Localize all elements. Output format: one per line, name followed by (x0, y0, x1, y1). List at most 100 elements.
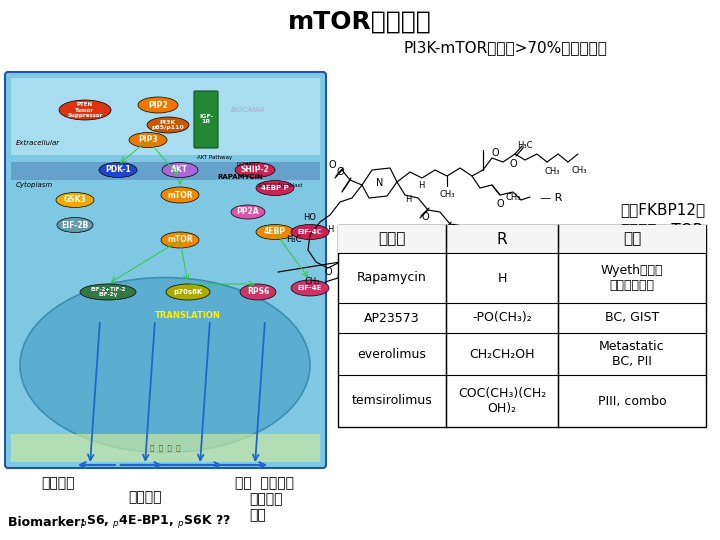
Text: AP23573: AP23573 (364, 312, 420, 325)
Text: everolimus: everolimus (358, 348, 426, 361)
Bar (338, 225, 706, 253)
Text: 药物名: 药物名 (378, 232, 405, 246)
Text: HO: HO (303, 213, 316, 222)
Ellipse shape (80, 284, 136, 300)
Text: O: O (336, 167, 344, 177)
Text: mTOR酶抑制剂: mTOR酶抑制剂 (288, 10, 432, 34)
Text: H₃C: H₃C (517, 141, 533, 151)
Text: O: O (421, 212, 429, 222)
Text: PI3K-mTOR通路在>70%肿瘤中异常: PI3K-mTOR通路在>70%肿瘤中异常 (403, 40, 607, 56)
Ellipse shape (166, 284, 210, 300)
Text: 结合FKBP12蛋: 结合FKBP12蛋 (620, 202, 705, 218)
Text: O: O (344, 287, 352, 297)
Text: O: O (324, 267, 332, 277)
Text: — R: — R (540, 193, 562, 203)
Text: IGF-
1R: IGF- 1R (199, 113, 213, 124)
Text: BC, GIST: BC, GIST (605, 312, 659, 325)
Text: H: H (405, 195, 411, 205)
Text: N: N (377, 178, 384, 188)
Text: p70s6K: p70s6K (174, 289, 202, 295)
Ellipse shape (161, 232, 199, 248)
Text: Wyeth抗排异
药，抗癌终止: Wyeth抗排异 药，抗癌终止 (600, 264, 663, 292)
Text: PIP3: PIP3 (138, 136, 158, 145)
Text: EIF-4E: EIF-4E (298, 285, 322, 291)
Text: mTOR: mTOR (167, 235, 193, 245)
Text: H₃C: H₃C (287, 235, 302, 245)
Ellipse shape (20, 278, 310, 453)
Text: AKT Pathway: AKT Pathway (197, 154, 233, 159)
Text: 产生: 产生 (249, 508, 266, 522)
Bar (338, 225, 706, 427)
Text: $_p$S6, $_p$4E-BP1, $_p$S6K ??: $_p$S6, $_p$4E-BP1, $_p$S6K ?? (80, 514, 231, 530)
Text: O: O (496, 199, 504, 209)
Ellipse shape (256, 225, 294, 240)
Text: Cytoplasm: Cytoplasm (16, 182, 53, 188)
Text: H₃C: H₃C (448, 233, 463, 242)
Text: COC(CH₃)(CH₂
OH)₂: COC(CH₃)(CH₂ OH)₂ (458, 387, 546, 415)
Text: H: H (327, 226, 333, 234)
Text: CH₃: CH₃ (572, 166, 588, 175)
Text: TRANSLATION: TRANSLATION (155, 310, 221, 320)
Ellipse shape (147, 117, 189, 133)
Text: PIP2: PIP2 (148, 100, 168, 110)
Text: 基因转录: 基因转录 (41, 476, 75, 490)
Text: 白，抑制mTOR: 白，抑制mTOR (620, 222, 703, 238)
Text: Rapamycin: Rapamycin (357, 272, 427, 285)
Text: 4EBP P: 4EBP P (261, 185, 289, 191)
Text: CH₃: CH₃ (505, 193, 521, 202)
Text: CH₂CH₂OH: CH₂CH₂OH (469, 348, 535, 361)
Text: 增殖  血管内皮: 增殖 血管内皮 (235, 476, 294, 490)
Text: PIII, combo: PIII, combo (598, 395, 666, 408)
Text: AKT: AKT (171, 165, 189, 174)
Text: 简述: 简述 (623, 232, 641, 246)
Text: CH₃: CH₃ (413, 345, 428, 354)
Text: O: O (328, 160, 336, 170)
Ellipse shape (291, 280, 329, 296)
Text: CH₃: CH₃ (305, 278, 320, 287)
Text: temsirolimus: temsirolimus (351, 395, 433, 408)
Ellipse shape (161, 187, 199, 203)
Ellipse shape (138, 97, 178, 113)
Ellipse shape (235, 163, 275, 178)
FancyBboxPatch shape (194, 91, 218, 148)
Text: PI3K
p85/p110: PI3K p85/p110 (152, 119, 184, 130)
Text: EIF-2B: EIF-2B (61, 220, 89, 230)
Ellipse shape (57, 218, 93, 233)
Text: PTEN
Tumor
Suppressor: PTEN Tumor Suppressor (67, 102, 103, 118)
Text: EIF-2+TIF-2
EIF-2γ: EIF-2+TIF-2 EIF-2γ (90, 287, 126, 298)
Text: EIF-4C: EIF-4C (297, 229, 323, 235)
Text: GSK3: GSK3 (63, 195, 86, 205)
Text: LY29402: LY29402 (236, 163, 259, 167)
Text: S2C12 Myoblast: S2C12 Myoblast (258, 183, 302, 187)
Text: Biomarker:: Biomarker: (8, 516, 89, 529)
Text: H: H (498, 272, 507, 285)
Text: R: R (497, 232, 508, 246)
Text: mTOR: mTOR (167, 191, 193, 199)
Text: O: O (441, 227, 449, 237)
Text: CH₃: CH₃ (544, 167, 559, 176)
Text: H: H (418, 180, 424, 190)
Ellipse shape (291, 225, 329, 240)
FancyBboxPatch shape (5, 72, 326, 468)
Text: OH: OH (533, 267, 546, 276)
Ellipse shape (231, 205, 265, 219)
Text: H₃C: H₃C (497, 260, 513, 269)
Ellipse shape (162, 163, 198, 178)
Text: CH₃: CH₃ (353, 273, 369, 282)
Text: O: O (510, 159, 518, 169)
Text: 百  里  搂  匮: 百 里 搂 匮 (150, 445, 180, 451)
Text: PP2A: PP2A (237, 207, 259, 217)
Ellipse shape (99, 163, 137, 178)
Ellipse shape (59, 100, 111, 120)
Ellipse shape (56, 192, 94, 207)
Text: 4EBP: 4EBP (264, 227, 286, 237)
Text: PDK-1: PDK-1 (105, 165, 131, 174)
Text: 生长因子: 生长因子 (249, 492, 282, 506)
Ellipse shape (240, 284, 276, 300)
Text: SHIP-2: SHIP-2 (240, 165, 269, 174)
Ellipse shape (129, 132, 167, 147)
Text: RPS6: RPS6 (247, 287, 269, 296)
Text: CH₃: CH₃ (439, 190, 455, 199)
Text: BIOCANIA: BIOCANIA (231, 107, 265, 113)
Bar (11, 78, 320, 155)
